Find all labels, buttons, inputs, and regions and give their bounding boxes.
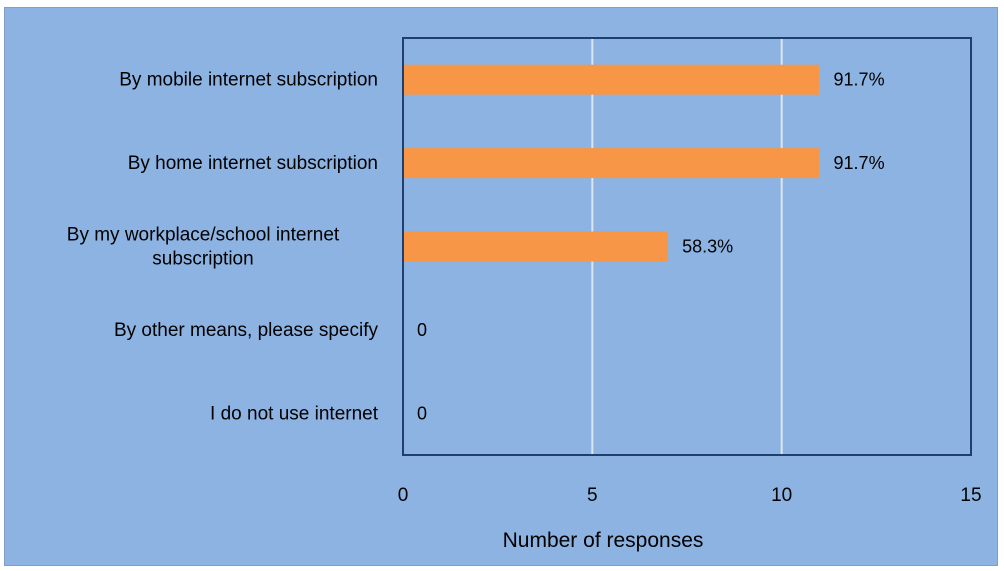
category-label: subscription <box>152 249 253 270</box>
data-label: 91.7% <box>834 70 885 90</box>
category-label: By home internet subscription <box>128 153 378 174</box>
x-axis-title: Number of responses <box>503 529 704 552</box>
category-labels: By mobile internet subscription By home i… <box>67 70 379 425</box>
data-labels: 91.7% 91.7% 58.3% 0 0 <box>417 70 885 424</box>
data-label: 0 <box>417 320 427 340</box>
plot-area-border <box>402 37 972 456</box>
data-label: 0 <box>417 403 427 423</box>
category-label: By my workplace/school internet <box>67 225 340 246</box>
bar <box>404 231 669 262</box>
data-label: 58.3% <box>682 237 733 257</box>
bar <box>404 148 820 179</box>
x-tick-labels: 0 5 10 15 <box>398 485 982 506</box>
x-tick-label: 0 <box>398 485 409 506</box>
category-label: I do not use internet <box>210 403 379 424</box>
bars <box>404 64 820 262</box>
x-tick-label: 5 <box>587 485 598 506</box>
x-tick-label: 15 <box>960 485 981 506</box>
chart-frame <box>4 7 998 566</box>
data-label: 91.7% <box>834 153 885 173</box>
bar <box>404 64 820 95</box>
category-label: By other means, please specify <box>114 320 379 341</box>
x-tick-label: 10 <box>771 485 792 506</box>
category-label: By mobile internet subscription <box>119 70 378 91</box>
